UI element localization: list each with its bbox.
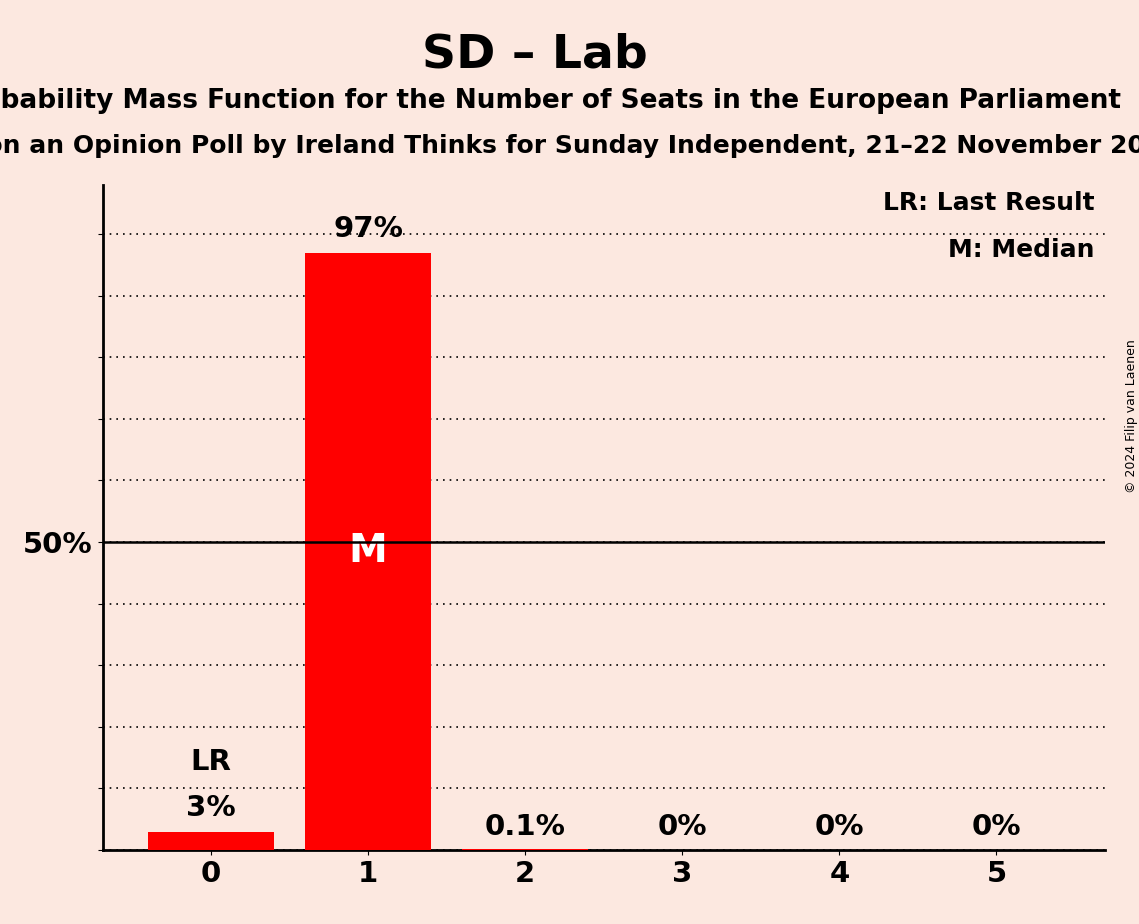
Text: LR: LR bbox=[190, 748, 231, 776]
Text: LR: Last Result: LR: Last Result bbox=[883, 191, 1095, 215]
Text: 0%: 0% bbox=[972, 813, 1022, 841]
Text: 0.1%: 0.1% bbox=[485, 813, 566, 841]
Text: M: Median: M: Median bbox=[949, 238, 1095, 262]
Text: 0%: 0% bbox=[657, 813, 707, 841]
Text: 97%: 97% bbox=[333, 215, 403, 243]
Bar bbox=[305, 252, 431, 850]
Bar bbox=[148, 832, 273, 850]
Text: M: M bbox=[349, 532, 387, 570]
Text: Probability Mass Function for the Number of Seats in the European Parliament: Probability Mass Function for the Number… bbox=[0, 88, 1121, 114]
Text: 3%: 3% bbox=[186, 795, 236, 822]
Text: © 2024 Filip van Laenen: © 2024 Filip van Laenen bbox=[1124, 339, 1138, 492]
Text: Based on an Opinion Poll by Ireland Thinks for Sunday Independent, 21–22 Novembe: Based on an Opinion Poll by Ireland Thin… bbox=[0, 134, 1139, 158]
Text: 0%: 0% bbox=[814, 813, 865, 841]
Text: SD – Lab: SD – Lab bbox=[423, 32, 648, 78]
